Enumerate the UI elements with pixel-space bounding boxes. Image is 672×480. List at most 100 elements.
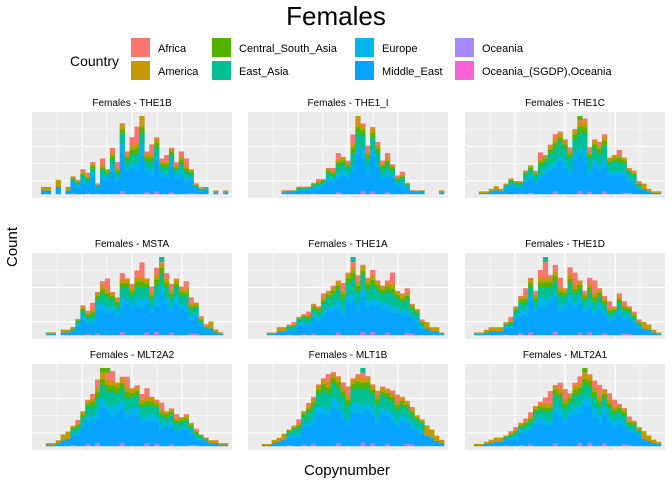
bar-segment [404,292,410,296]
legend-swatch [131,38,150,57]
bar-segment [384,308,391,333]
histogram-bar [483,329,489,336]
bar-segment [577,404,583,415]
bar-segment [370,190,376,193]
histogram-bar [409,190,415,195]
bar-segment [223,192,229,195]
bar-segment [75,427,81,433]
bar-segment [85,192,91,194]
bar-segment [419,192,425,195]
bar-segment [154,296,160,306]
bar-segment [188,425,194,428]
bar-segment [301,189,307,191]
bar-segment [90,312,96,315]
bar-segment [365,382,371,388]
bar-segment [355,153,361,195]
bar-segment [626,180,632,194]
bar-segment [419,429,425,434]
bar-segment [178,288,184,293]
bar-segment [384,158,391,162]
bar-segment [168,333,175,336]
bar-segment [606,301,613,309]
histogram-bar [636,181,642,195]
bar-segment [213,440,219,444]
bar-segment [70,445,76,446]
bar-segment [114,392,120,405]
bar-segment [193,183,199,185]
bar-segment [291,427,297,430]
bar-segment [291,329,297,331]
bar-segment [360,270,366,276]
histogram-bar [75,179,81,195]
bar-segment [75,318,81,320]
bar-segment [183,420,189,427]
bar-segment [582,161,588,195]
bar-segment [139,287,145,300]
bar-segment [606,407,613,417]
bar-segment [320,181,327,185]
bar-segment [557,291,563,297]
bar-segment [345,165,351,169]
histogram-bar [528,277,534,336]
bar-segment [562,144,568,149]
bar-segment [414,417,420,421]
bar-segment [335,281,341,286]
bar-segment [311,402,317,407]
bar-segment [508,184,514,187]
bar-segment [592,140,598,145]
bar-segment [631,320,637,324]
histogram-bar [557,131,563,195]
histogram-bar [114,297,120,336]
bar-segment [350,278,356,294]
bar-segment [616,407,622,411]
bar-segment [404,184,410,187]
bar-segment [345,424,351,447]
bar-segment [164,417,170,424]
bar-segment [281,433,287,441]
bar-segment [144,279,150,284]
bar-segment [547,278,553,283]
bar-segment [552,331,558,334]
legend-entry: Oceania [455,38,524,57]
bar-segment [518,181,524,183]
bar-segment [154,192,160,195]
histogram-bar [567,393,573,447]
bar-segment [616,417,622,424]
bar-segment [528,169,534,177]
bar-segment [587,191,593,194]
bar-segment [399,404,405,416]
bar-segment [104,288,111,293]
bar-segment [213,443,219,447]
bar-segment [384,280,391,283]
bar-segment [370,279,376,286]
bar-segment [119,287,125,299]
bar-segment [291,192,297,195]
bar-segment [419,190,425,192]
bar-segment [168,293,175,298]
histogram-bar [562,139,568,195]
bar-segment [394,404,400,410]
bar-segment [404,443,410,446]
bar-segment [345,278,351,284]
bar-segment [183,291,189,297]
bar-segment [183,176,189,182]
histogram-bar [109,291,116,336]
bar-segment [399,396,405,398]
bar-segment [104,372,111,380]
bar-segment [95,442,101,445]
histogram-bar [129,388,135,447]
bar-segment [124,376,130,388]
bar-segment [626,432,632,445]
bar-segment [503,183,509,185]
bar-segment [375,152,381,163]
bar-segment [75,181,81,183]
bar-segment [414,192,420,193]
bar-segment [183,171,189,177]
bar-segment [606,321,613,336]
bar-segment [621,409,627,413]
bar-segment [429,437,435,447]
bar-segment [134,270,140,278]
histogram-bar [572,272,578,336]
bar-segment [198,323,204,327]
bar-segment [478,191,485,193]
